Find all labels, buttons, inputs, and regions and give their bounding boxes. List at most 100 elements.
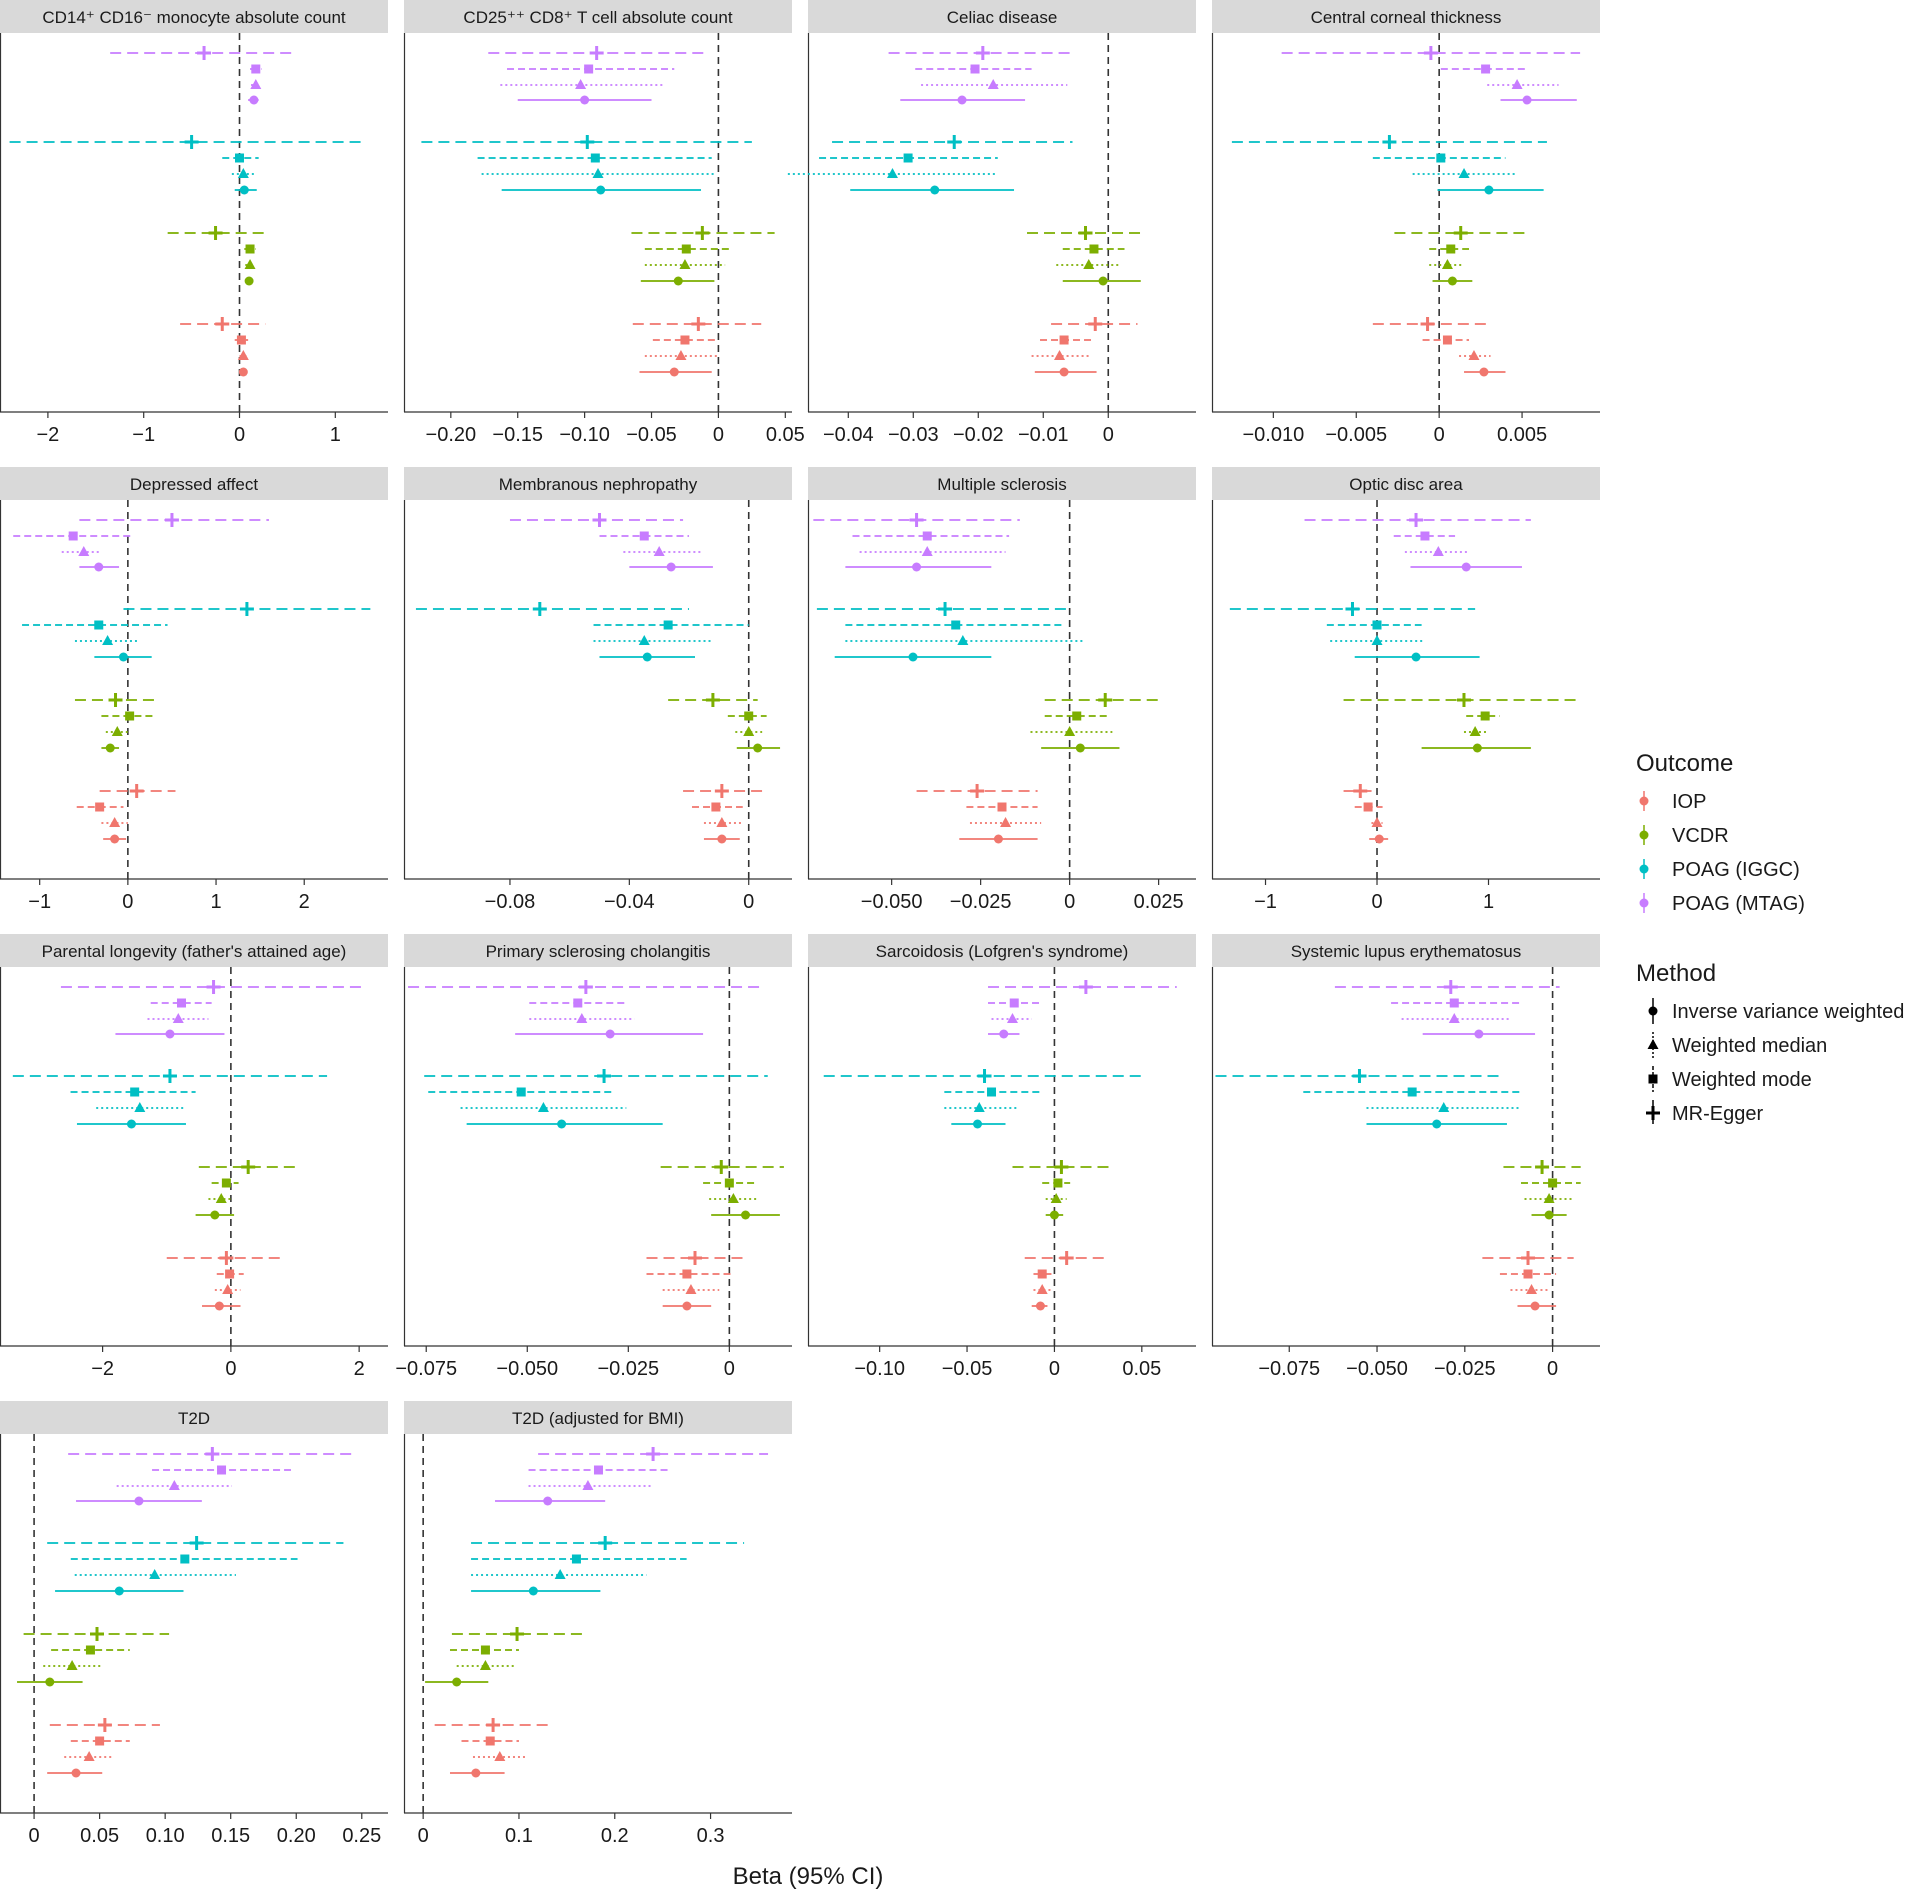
point-weighted-mode: [680, 335, 690, 345]
point-inverse-variance-weighted: [134, 1496, 144, 1506]
x-tick-label: 0.05: [766, 424, 805, 446]
point-weighted-median: [1006, 1013, 1018, 1023]
x-tick-label: 0.20: [277, 1825, 316, 1847]
x-tick-label: 0: [1049, 1358, 1060, 1380]
point-weighted-mode: [1481, 64, 1491, 74]
point-inverse-variance-weighted: [244, 276, 254, 286]
point-weighted-median: [1438, 1102, 1450, 1112]
point-mr-egger: [646, 1447, 661, 1461]
point-weighted-median: [957, 635, 969, 645]
point-inverse-variance-weighted: [1059, 367, 1069, 377]
series-poag-mtag: [60, 980, 366, 1039]
panel-title: Multiple sclerosis: [937, 475, 1066, 494]
panel-title: Celiac disease: [947, 8, 1058, 27]
legend-label-weighted-median: Weighted median: [1672, 1035, 1827, 1057]
panel-strip: [404, 1401, 792, 1434]
point-mr-egger: [580, 135, 595, 149]
point-inverse-variance-weighted: [165, 1029, 175, 1039]
x-tick-label: 0: [1434, 424, 1445, 446]
point-weighted-median: [1448, 1013, 1460, 1023]
point-weighted-median: [102, 635, 114, 645]
point-inverse-variance-weighted: [1432, 1119, 1442, 1129]
series-vcdr: [74, 693, 157, 753]
point-mr-egger: [909, 513, 924, 527]
point-weighted-median: [149, 1569, 161, 1579]
series-vcdr: [17, 1627, 170, 1687]
point-weighted-median: [1050, 1193, 1062, 1203]
panel-sarcoidosis-lofgren-s-syndrome: Sarcoidosis (Lofgren's syndrome) −0.10 −0.…: [807, 934, 1196, 1380]
series-iop: [916, 784, 1042, 844]
series-vcdr: [1027, 226, 1145, 286]
legend-key-cross: [1646, 1106, 1660, 1120]
point-weighted-median: [83, 1751, 95, 1761]
point-weighted-median: [237, 168, 249, 178]
panel-title: Primary sclerosing cholangitis: [486, 942, 711, 961]
point-mr-egger: [938, 602, 953, 616]
point-weighted-mode: [682, 1269, 692, 1279]
series-iop: [1024, 1251, 1109, 1311]
point-weighted-median: [1083, 259, 1095, 269]
point-mr-egger: [1088, 317, 1103, 331]
panel-strip: [1212, 934, 1600, 967]
series-iop: [434, 1718, 552, 1778]
point-mr-egger: [206, 980, 221, 994]
point-weighted-median: [1469, 726, 1481, 736]
panel-strip: [808, 0, 1196, 33]
series-iop: [1343, 784, 1389, 844]
series-poag-mtag: [110, 46, 293, 105]
point-mr-egger: [208, 226, 223, 240]
point-weighted-mode: [987, 1087, 997, 1097]
point-inverse-variance-weighted: [717, 834, 727, 844]
panel-central-corneal-thickness: Central corneal thickness −0.010 −0.005 0 0.…: [1211, 0, 1600, 446]
panel-systemic-lupus-erythematosus: Systemic lupus erythematosus −0.075 −0.050…: [1211, 934, 1600, 1380]
point-mr-egger: [215, 317, 230, 331]
point-inverse-variance-weighted: [118, 652, 128, 662]
series-poag-mtag: [1281, 46, 1581, 105]
point-inverse-variance-weighted: [214, 1301, 224, 1311]
point-weighted-median: [592, 168, 604, 178]
panel-primary-sclerosing-cholangitis: Primary sclerosing cholangitis −0.075 −0.0…: [395, 934, 792, 1380]
point-weighted-mode: [251, 64, 261, 74]
series-vcdr: [167, 226, 267, 286]
series-poag-iggc: [787, 135, 1073, 195]
x-tick-label: −0.050: [861, 891, 923, 913]
point-weighted-mode: [997, 802, 1007, 812]
point-inverse-variance-weighted: [666, 562, 676, 572]
point-weighted-median: [250, 79, 262, 89]
point-mr-egger: [189, 1536, 204, 1550]
legend-label-poag-iggc: POAG (IGGC): [1672, 859, 1800, 881]
point-inverse-variance-weighted: [105, 743, 115, 753]
point-inverse-variance-weighted: [94, 562, 104, 572]
point-inverse-variance-weighted: [1035, 1301, 1045, 1311]
panels: CD14⁺ CD16⁻ monocyte absolute count −2 −1 0…: [0, 0, 1600, 1847]
point-weighted-mode: [681, 244, 691, 254]
legend-label-inverse-variance-weighted: Inverse variance weighted: [1672, 1001, 1904, 1023]
point-weighted-median: [222, 1284, 234, 1294]
point-weighted-median: [716, 817, 728, 827]
legend-key-dot: [1639, 898, 1649, 908]
x-tick-label: −0.05: [626, 424, 677, 446]
point-mr-egger: [714, 784, 729, 798]
point-weighted-mode: [1037, 1269, 1047, 1279]
x-tick-label: 0: [122, 891, 133, 913]
point-inverse-variance-weighted: [249, 95, 259, 105]
point-inverse-variance-weighted: [673, 276, 683, 286]
point-weighted-median: [679, 259, 691, 269]
point-weighted-median: [1441, 259, 1453, 269]
series-poag-mtag: [13, 513, 269, 572]
x-tick-label: −2: [91, 1358, 114, 1380]
legend-label-poag-mtag: POAG (MTAG): [1672, 893, 1805, 915]
legend-method: Method Inverse variance weighted Weighted…: [1636, 960, 1904, 1126]
x-tick-label: −0.075: [395, 1358, 457, 1380]
point-mr-egger: [1078, 980, 1093, 994]
series-poag-iggc: [415, 602, 749, 662]
point-weighted-median: [66, 1660, 78, 1670]
point-weighted-mode: [236, 335, 246, 345]
point-inverse-variance-weighted: [1530, 1301, 1540, 1311]
series-iop: [166, 1251, 283, 1311]
panel-strip: [0, 0, 388, 33]
x-tick-label: −0.10: [854, 1358, 905, 1380]
point-weighted-mode: [970, 64, 980, 74]
point-mr-egger: [532, 602, 547, 616]
point-inverse-variance-weighted: [957, 95, 967, 105]
